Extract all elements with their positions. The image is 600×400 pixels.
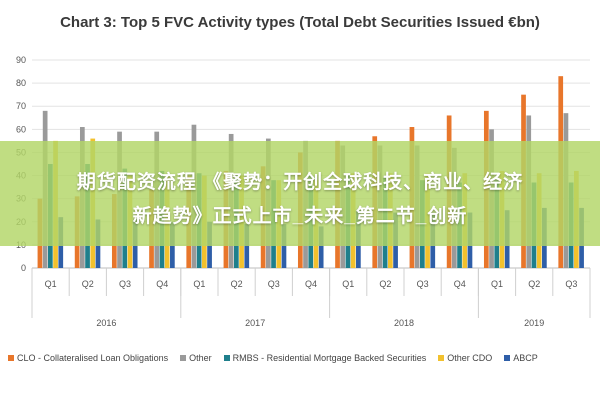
legend-label: RMBS - Residential Mortgage Backed Secur… <box>232 353 427 363</box>
legend-item: Other CDO <box>438 353 492 363</box>
legend-label: ABCP <box>513 353 538 363</box>
y-tick-label: 70 <box>16 101 26 111</box>
legend-item: CLO - Collateralised Loan Obligations <box>8 353 168 363</box>
x-tick-label: Q1 <box>193 279 205 289</box>
x-group-label: 2019 <box>524 318 544 328</box>
legend-item: RMBS - Residential Mortgage Backed Secur… <box>223 353 427 363</box>
x-tick-label: Q4 <box>156 279 168 289</box>
legend-swatch <box>223 355 230 361</box>
legend-swatch <box>180 355 187 361</box>
x-tick-label: Q1 <box>342 279 354 289</box>
promo-banner[interactable]: 期货配资流程 《聚势：开创全球科技、商业、经济 新趋势》正式上市_未来_第二节_… <box>0 141 600 246</box>
chart-legend: CLO - Collateralised Loan Obligations Oth… <box>8 353 598 363</box>
bar-5 <box>281 224 287 268</box>
y-tick-label: 0 <box>21 263 26 273</box>
x-tick-label: Q2 <box>379 279 391 289</box>
legend-item: ABCP <box>504 353 538 363</box>
y-tick-label: 80 <box>16 78 26 88</box>
banner-text-line-1: 期货配资流程 《聚势：开创全球科技、商业、经济 <box>76 172 524 193</box>
legend-swatch <box>438 355 445 361</box>
legend-label: Other <box>189 353 212 363</box>
x-tick-label: Q3 <box>268 279 280 289</box>
legend-label: CLO - Collateralised Loan Obligations <box>17 353 169 363</box>
x-tick-label: Q4 <box>305 279 317 289</box>
x-tick-label: Q1 <box>45 279 57 289</box>
chart-title: Chart 3: Top 5 FVC Activity types (Total… <box>60 14 540 31</box>
legend-swatch <box>504 355 511 361</box>
x-tick-label: Q1 <box>491 279 503 289</box>
x-tick-label: Q4 <box>454 279 466 289</box>
x-tick-label: Q2 <box>82 279 94 289</box>
y-tick-label: 90 <box>16 55 26 65</box>
legend-label: Other CDO <box>447 353 493 363</box>
x-tick-label: Q3 <box>565 279 577 289</box>
x-group-label: 2016 <box>96 318 116 328</box>
x-tick-label: Q2 <box>528 279 540 289</box>
x-tick-label: Q3 <box>417 279 429 289</box>
x-group-label: 2017 <box>245 318 265 328</box>
bar-5 <box>244 224 250 268</box>
bar-5 <box>318 226 324 268</box>
legend-item: Other <box>180 353 212 363</box>
legend-swatch <box>8 355 14 361</box>
y-tick-label: 60 <box>16 124 26 134</box>
x-tick-label: Q3 <box>119 279 131 289</box>
banner-text-line-2: 新趋势》正式上市_未来_第二节_创新 <box>132 206 468 227</box>
x-tick-label: Q2 <box>231 279 243 289</box>
x-group-label: 2018 <box>394 318 414 328</box>
